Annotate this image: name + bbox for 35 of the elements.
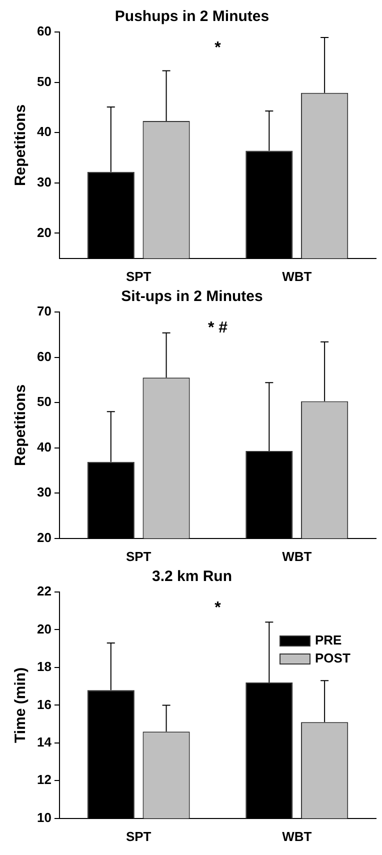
- annotation: *: [214, 39, 222, 56]
- x-tick-label: SPT: [126, 828, 152, 844]
- y-tick-label: 14: [36, 734, 52, 750]
- y-tick-label: 30: [36, 484, 52, 500]
- legend-label: PRE: [315, 632, 342, 648]
- y-tick-label: 30: [36, 174, 52, 190]
- y-tick-label: 16: [36, 696, 52, 712]
- y-tick-label: 20: [36, 224, 52, 240]
- y-tick-label: 70: [36, 304, 52, 319]
- x-tick-label: WBT: [282, 828, 312, 844]
- x-tick-label: WBT: [282, 548, 312, 564]
- y-tick-label: 12: [36, 772, 52, 788]
- y-tick-label: 10: [36, 810, 52, 825]
- y-tick-label: 60: [36, 348, 52, 364]
- y-axis-title: Repetitions: [12, 384, 30, 466]
- x-tick-label: SPT: [126, 548, 152, 564]
- chart-title: Pushups in 2 Minutes: [114, 8, 270, 26]
- legend-label: POST: [315, 650, 350, 666]
- chart-title: 3.2 km Run: [152, 568, 232, 586]
- y-tick-label: 50: [36, 394, 52, 410]
- annotation: *: [214, 599, 222, 616]
- y-axis-title: Time (min): [12, 667, 30, 743]
- annotation: * #: [208, 319, 228, 336]
- y-tick-label: 22: [36, 584, 52, 599]
- y-axis-title: Repetitions: [12, 104, 30, 186]
- x-tick-label: WBT: [282, 268, 312, 284]
- y-tick-label: 40: [36, 439, 52, 454]
- y-tick-label: 20: [36, 530, 52, 545]
- chart-title: Sit-ups in 2 Minutes: [121, 288, 263, 306]
- y-tick-label: 50: [36, 74, 52, 89]
- y-tick-label: 60: [36, 24, 52, 39]
- y-tick-label: 40: [36, 124, 52, 140]
- y-tick-label: 20: [36, 621, 52, 636]
- y-tick-label: 18: [36, 659, 52, 674]
- x-tick-label: SPT: [126, 268, 152, 284]
